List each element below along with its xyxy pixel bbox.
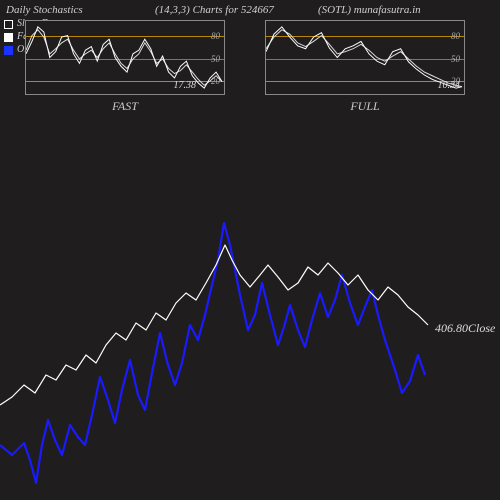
panel-svg	[266, 21, 464, 94]
title-left: Daily Stochastics	[6, 4, 83, 16]
stochastic-panels: 80502017.38 FAST 80502010.34 FULL	[25, 20, 465, 114]
panel-title: FULL	[265, 99, 465, 114]
legend-swatch	[4, 46, 13, 55]
main-series-line	[0, 245, 428, 405]
stochastic-panel: 80502010.34	[265, 20, 465, 95]
current-value-label: 17.38	[174, 80, 197, 91]
panel-wrap: 80502010.34 FULL	[265, 20, 465, 114]
main-chart: 406.80Close	[0, 115, 500, 500]
main-series-line	[0, 223, 425, 483]
current-value-label: 10.34	[438, 80, 461, 91]
stochastic-panel: 80502017.38	[25, 20, 225, 95]
panel-title: FAST	[25, 99, 225, 114]
main-plot-svg	[0, 115, 500, 500]
title-center: (14,3,3) Charts for 524667	[155, 4, 274, 16]
series-line	[266, 27, 462, 88]
close-value-label: 406.80Close	[435, 321, 495, 336]
series-line	[26, 27, 222, 88]
legend-swatch	[4, 33, 13, 42]
series-line	[266, 30, 462, 87]
series-line	[26, 30, 222, 85]
panel-wrap: 80502017.38 FAST	[25, 20, 225, 114]
title-right: (SOTL) munafasutra.in	[318, 4, 421, 16]
legend-swatch	[4, 20, 13, 29]
